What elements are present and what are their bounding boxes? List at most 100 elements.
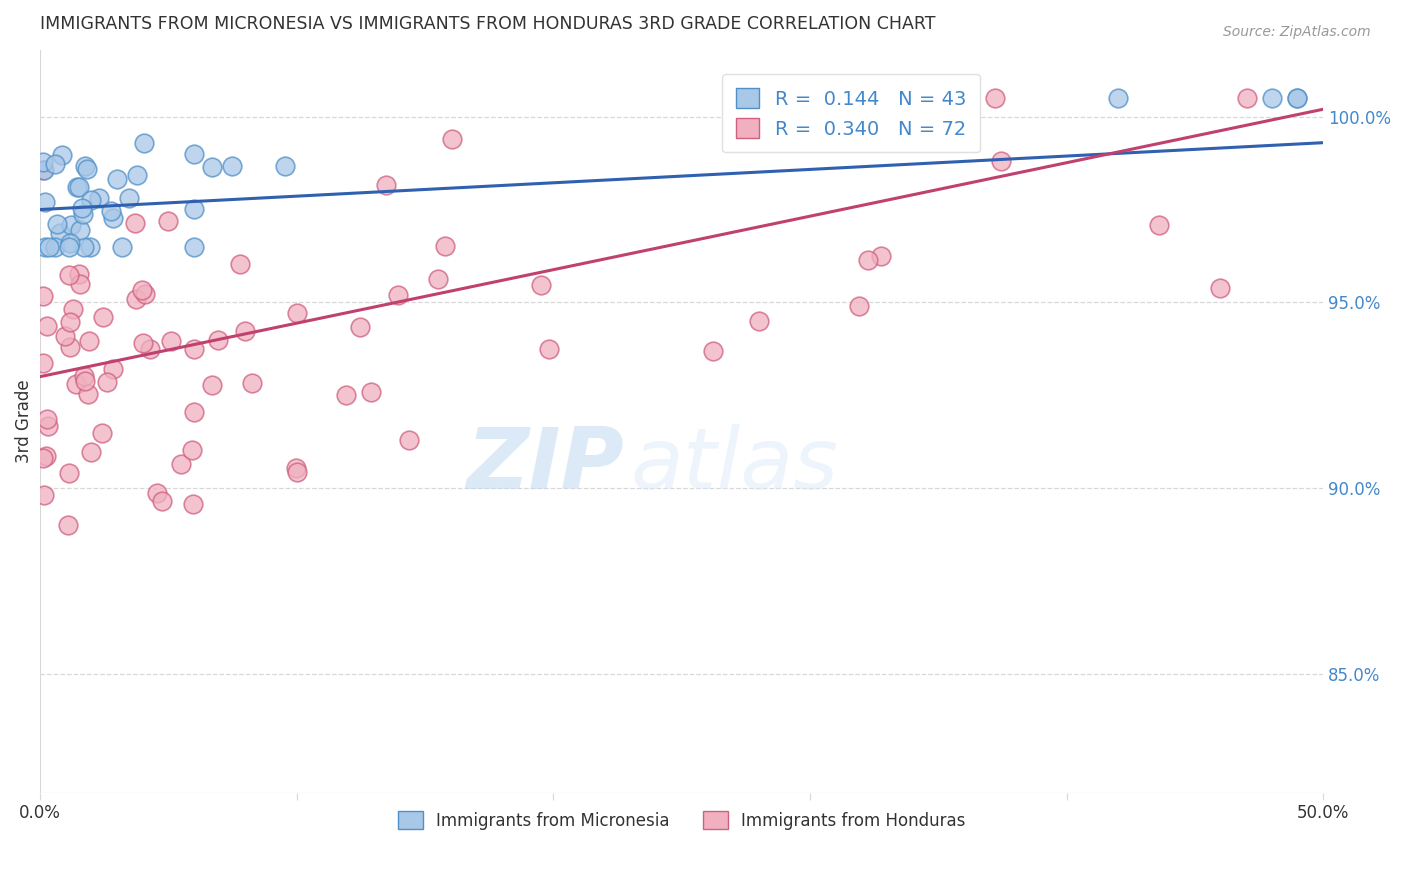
Point bbox=[183, 147, 205, 161]
Point bbox=[111, 240, 134, 254]
Point bbox=[1147, 218, 1170, 232]
Y-axis label: 3rd Grade: 3rd Grade bbox=[15, 379, 32, 463]
Point bbox=[96, 375, 118, 389]
Point bbox=[134, 286, 156, 301]
Point bbox=[287, 306, 309, 320]
Point bbox=[37, 419, 59, 434]
Point bbox=[848, 300, 870, 314]
Point bbox=[51, 148, 73, 162]
Point bbox=[73, 159, 96, 173]
Point bbox=[31, 451, 53, 466]
Point bbox=[77, 334, 100, 348]
Point bbox=[87, 191, 110, 205]
Point bbox=[180, 442, 202, 457]
Point bbox=[67, 180, 90, 194]
Point bbox=[58, 240, 80, 254]
Point bbox=[160, 334, 183, 348]
Point bbox=[100, 204, 122, 219]
Point bbox=[31, 155, 53, 169]
Point bbox=[31, 355, 53, 369]
Point bbox=[927, 91, 949, 105]
Point bbox=[1209, 281, 1232, 295]
Point bbox=[335, 388, 357, 402]
Point bbox=[53, 329, 76, 343]
Point bbox=[156, 214, 179, 228]
Point bbox=[44, 240, 66, 254]
Point bbox=[529, 277, 551, 292]
Point bbox=[990, 154, 1012, 169]
Point bbox=[1107, 91, 1129, 105]
Point bbox=[91, 426, 114, 441]
Point bbox=[73, 368, 96, 383]
Point bbox=[32, 488, 55, 502]
Point bbox=[76, 387, 98, 401]
Point bbox=[799, 91, 821, 105]
Point bbox=[131, 335, 153, 350]
Point bbox=[70, 201, 93, 215]
Point bbox=[44, 157, 66, 171]
Point bbox=[134, 136, 156, 150]
Point bbox=[233, 324, 256, 338]
Point bbox=[65, 377, 87, 392]
Point bbox=[45, 217, 67, 231]
Point bbox=[183, 202, 205, 217]
Point bbox=[138, 343, 160, 357]
Point bbox=[69, 223, 91, 237]
Point bbox=[76, 161, 98, 176]
Point bbox=[101, 362, 124, 376]
Point bbox=[146, 486, 169, 500]
Point bbox=[59, 218, 82, 232]
Point bbox=[1286, 91, 1309, 105]
Point bbox=[183, 405, 205, 419]
Point bbox=[349, 319, 371, 334]
Point bbox=[34, 195, 56, 210]
Point bbox=[73, 240, 96, 254]
Point bbox=[58, 467, 80, 481]
Point bbox=[59, 315, 82, 329]
Text: Source: ZipAtlas.com: Source: ZipAtlas.com bbox=[1223, 25, 1371, 39]
Point bbox=[101, 211, 124, 225]
Text: IMMIGRANTS FROM MICRONESIA VS IMMIGRANTS FROM HONDURAS 3RD GRADE CORRELATION CHA: IMMIGRANTS FROM MICRONESIA VS IMMIGRANTS… bbox=[39, 15, 935, 33]
Point bbox=[66, 180, 89, 194]
Point bbox=[35, 319, 58, 334]
Point bbox=[69, 268, 91, 282]
Point bbox=[31, 289, 53, 303]
Point bbox=[62, 301, 84, 316]
Point bbox=[181, 497, 204, 511]
Point bbox=[375, 178, 398, 192]
Point bbox=[58, 268, 80, 282]
Text: atlas: atlas bbox=[630, 425, 838, 508]
Point bbox=[34, 162, 56, 177]
Point bbox=[124, 216, 146, 230]
Point bbox=[747, 313, 769, 327]
Point bbox=[91, 310, 114, 325]
Point bbox=[150, 493, 173, 508]
Point bbox=[38, 240, 60, 254]
Point bbox=[49, 226, 72, 240]
Point bbox=[434, 239, 457, 253]
Text: ZIP: ZIP bbox=[467, 425, 624, 508]
Point bbox=[427, 272, 450, 286]
Point bbox=[285, 465, 308, 479]
Point bbox=[537, 342, 560, 356]
Point bbox=[1286, 91, 1309, 105]
Point bbox=[56, 518, 79, 533]
Point bbox=[201, 377, 224, 392]
Point bbox=[170, 457, 193, 471]
Point bbox=[702, 343, 724, 358]
Point bbox=[125, 168, 148, 182]
Point bbox=[37, 412, 59, 426]
Point bbox=[118, 191, 141, 205]
Point bbox=[869, 248, 891, 262]
Point bbox=[360, 385, 382, 400]
Point bbox=[242, 376, 264, 390]
Point bbox=[207, 333, 229, 347]
Point bbox=[441, 132, 464, 146]
Point bbox=[228, 257, 250, 271]
Point bbox=[1261, 91, 1284, 105]
Point bbox=[80, 445, 103, 459]
Point bbox=[984, 91, 1007, 105]
Point bbox=[125, 292, 148, 306]
Point bbox=[285, 460, 308, 475]
Point bbox=[398, 433, 420, 447]
